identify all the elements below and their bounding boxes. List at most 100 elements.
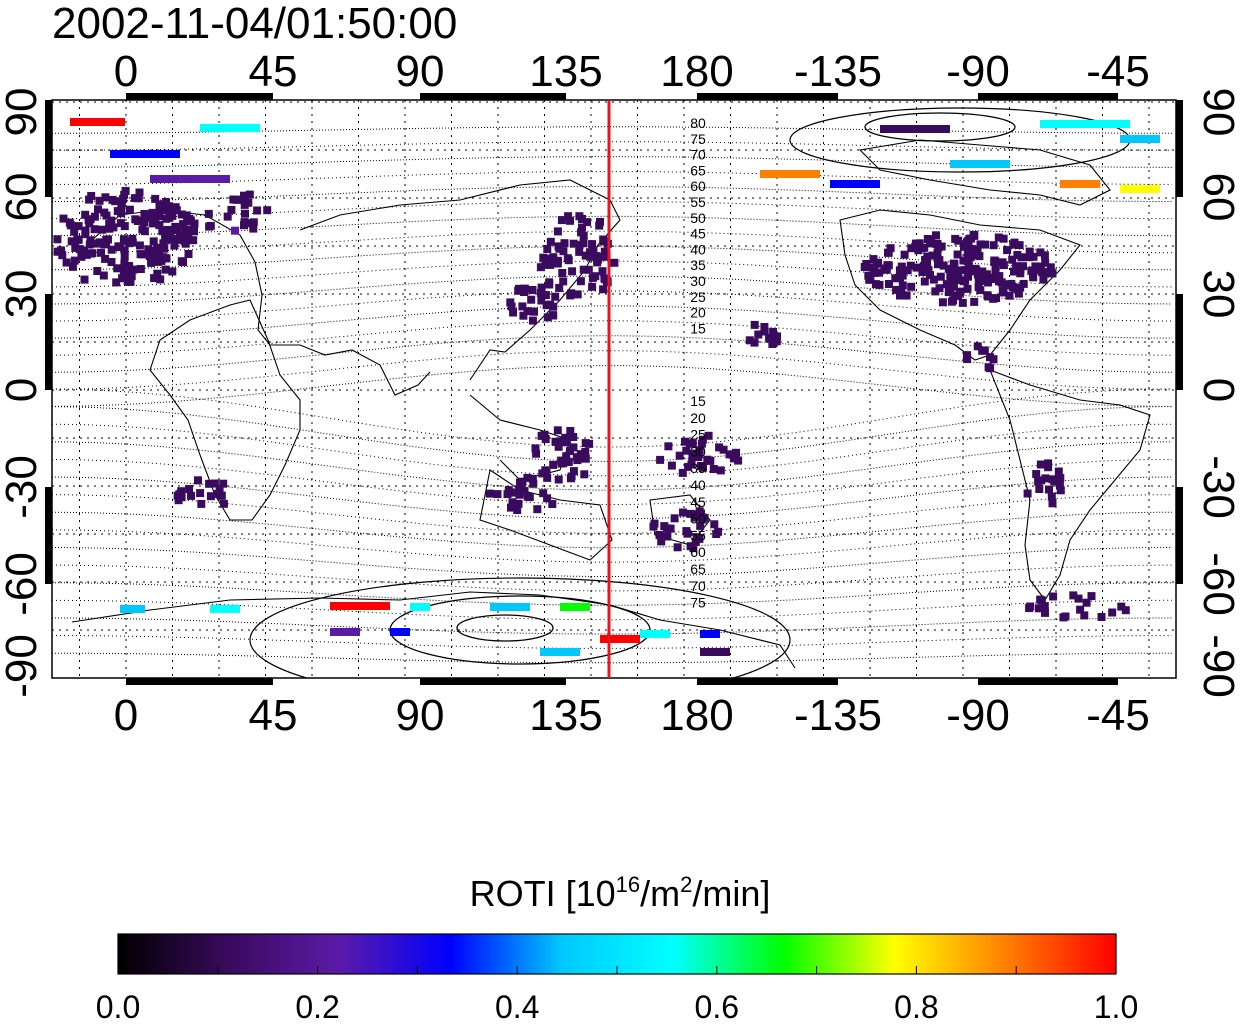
roti-tile [1026,602,1035,611]
roti-tile [562,435,571,444]
roti-tile [679,508,687,517]
roti-tile [135,188,144,197]
roti-tile [150,274,159,283]
roti-tile [119,266,128,275]
roti-tile [1014,289,1023,298]
roti-tile [963,249,972,258]
roti-tile [536,288,545,297]
roti-band-tile [330,602,390,610]
roti-tile [65,218,74,227]
bottom-axis-tick: 0 [114,691,138,740]
roti-tile [1025,247,1034,256]
roti-tile [177,210,186,219]
roti-tile [696,521,705,530]
roti-tile [926,271,934,280]
mlat-contour [52,230,1172,254]
roti-tile [80,275,89,284]
roti-tile [954,276,963,284]
roti-tile [506,298,515,307]
roti-tile [520,288,528,296]
mlat-contour [52,200,1172,220]
roti-band-tile [410,603,430,611]
roti-tile [898,281,907,290]
roti-tile [101,254,110,263]
roti-tile [946,273,955,282]
roti-tile [935,256,944,265]
roti-tile [918,265,927,274]
roti-tile [523,492,532,501]
roti-tile [555,283,564,292]
roti-tile [241,209,249,218]
roti-tile [551,437,560,446]
roti-tile [566,427,575,435]
right-axis-tick: -30 [1194,455,1240,519]
roti-tile [82,250,91,259]
right-axis-tick: -60 [1194,552,1240,616]
roti-tile [183,217,192,225]
roti-tile [688,449,697,458]
roti-tile [1061,612,1070,621]
roti-tile [485,489,494,498]
roti-tile [1023,489,1032,498]
roti-tile [155,221,164,230]
roti-tile [527,295,536,304]
roti-tile [1082,598,1091,607]
south-contour-label: 60 [690,544,706,560]
roti-tile [1087,592,1096,601]
roti-tile [949,259,958,268]
roti-tile [118,274,127,283]
roti-tile [93,239,102,248]
roti-tile [1047,492,1056,501]
roti-tile [600,247,609,256]
roti-tile [181,227,190,236]
roti-tile [528,474,537,483]
roti-tile [245,190,254,199]
roti-tile [967,244,976,253]
roti-tile [70,227,79,236]
roti-tile [586,252,595,261]
mlat-contour [52,335,1173,373]
bottom-border-bar [697,678,838,685]
roti-band-tile [1060,180,1100,188]
roti-tile [958,298,967,307]
roti-tile [920,277,929,286]
north-contour-label: 40 [690,241,706,257]
colorbar-label-exponent: 16 [615,872,641,897]
roti-tile [1030,266,1039,275]
roti-tile [1010,267,1018,276]
roti-tile [999,288,1008,297]
roti-tile [716,466,725,475]
roti-tile [691,537,700,546]
mlat-contour [52,511,1172,549]
roti-tile [1080,611,1089,620]
roti-tile [1121,606,1130,615]
roti-tile [77,252,86,261]
roti-tile [921,256,930,264]
roti-band-tile [330,628,360,636]
roti-tile [610,258,619,267]
roti-tile [1017,253,1026,262]
roti-tile [150,253,159,262]
roti-tile [493,490,502,499]
top-axis-tick: 90 [396,47,445,96]
roti-tile [219,499,228,508]
roti-tile [686,509,695,518]
right-axis-tick: 30 [1194,270,1240,319]
roti-tile [529,479,538,488]
mlat-contour [52,290,1172,322]
roti-tile [872,259,881,268]
roti-tile [997,278,1006,287]
roti-tile [564,212,573,221]
roti-tile [599,285,608,294]
roti-tile [931,287,940,296]
mlat-contour [52,350,1172,390]
roti-tile [768,337,777,346]
roti-tile [1097,613,1106,621]
roti-tile [1040,602,1049,611]
roti-tile [687,460,696,469]
roti-tile [912,263,921,272]
roti-band-tile [1120,185,1160,193]
roti-tile [515,490,524,499]
north-pole-contour-inner [864,112,1016,142]
